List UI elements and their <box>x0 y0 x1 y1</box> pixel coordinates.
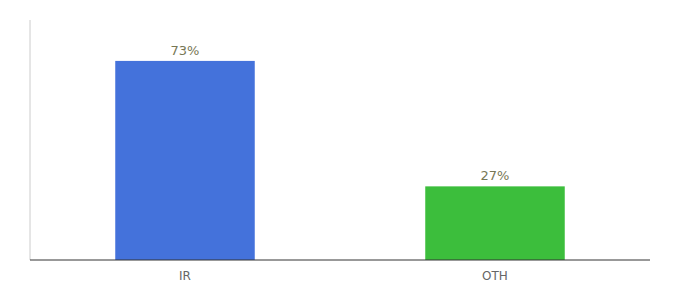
x-axis-line <box>30 260 650 261</box>
bars <box>115 61 565 260</box>
data-label: 73% <box>171 43 200 58</box>
y-axis-line <box>30 20 31 260</box>
data-label: 27% <box>481 168 510 183</box>
bar <box>425 186 565 260</box>
data-labels: 73% 27% <box>171 43 510 183</box>
x-ticks: IR OTH <box>179 269 508 283</box>
chart: 73% 27% IR OTH <box>0 0 680 300</box>
x-tick-label: IR <box>179 269 191 283</box>
bar <box>115 61 255 260</box>
x-tick-label: OTH <box>482 269 508 283</box>
chart-container: 73% 27% IR OTH <box>0 0 680 300</box>
